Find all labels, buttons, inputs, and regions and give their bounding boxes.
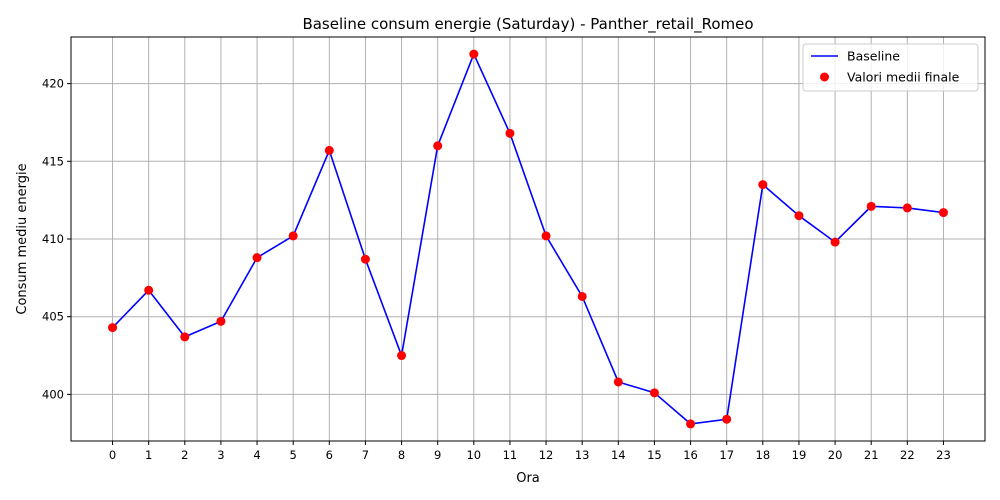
y-tick-label: 400: [42, 387, 64, 401]
x-axis-label: Ora: [516, 471, 540, 486]
series-points-layer: [108, 49, 948, 429]
x-tick-label: 20: [828, 448, 843, 462]
legend-scatter-swatch: [820, 72, 829, 82]
scatter-point: [686, 419, 696, 429]
chart-title: Baseline consum energie (Saturday) - Pan…: [302, 15, 753, 34]
scatter-point: [577, 291, 587, 301]
scatter-point: [288, 231, 298, 241]
scatter-point: [794, 211, 804, 221]
scatter-point: [216, 316, 226, 326]
scatter-point: [324, 145, 334, 155]
scatter-point: [469, 49, 479, 59]
x-tick-label: 15: [647, 448, 662, 462]
x-tick-label: 14: [611, 448, 626, 462]
legend-box: [802, 43, 979, 92]
y-axis-ticks: 400 405 410 415 420: [42, 77, 71, 401]
y-tick-label: 410: [42, 232, 64, 246]
x-tick-label: 5: [290, 448, 297, 462]
x-tick-label: 7: [362, 448, 369, 462]
x-tick-label: 12: [539, 448, 554, 462]
x-tick-label: 0: [109, 448, 116, 462]
x-tick-label: 3: [217, 448, 224, 462]
x-tick-label: 4: [253, 448, 260, 462]
x-tick-label: 2: [181, 448, 188, 462]
y-tick-label: 415: [42, 154, 64, 168]
scatter-point: [649, 388, 659, 398]
x-tick-label: 10: [466, 448, 481, 462]
scatter-point: [938, 208, 948, 218]
x-tick-label: 11: [503, 448, 518, 462]
scatter-point: [505, 128, 515, 138]
scatter-point: [144, 285, 154, 295]
scatter-point: [108, 323, 118, 333]
scatter-point: [180, 332, 190, 342]
scatter-point: [433, 141, 443, 151]
scatter-point: [541, 231, 551, 241]
series-line-layer: [111, 52, 944, 425]
x-axis-ticks: 0 1 2 3 4 5 6 7 8 9 10 11 12 13 14 15 16 17 18 19 20 21 22 23: [109, 441, 951, 462]
legend-label-baseline: Baseline: [847, 49, 900, 64]
y-axis-label: Consum mediu energie: [15, 163, 30, 314]
x-tick-label: 1: [145, 448, 152, 462]
y-tick-label: 420: [42, 77, 64, 91]
scatter-point: [252, 253, 262, 263]
legend: Baseline Valori medii finale: [802, 43, 979, 92]
scatter-point: [613, 377, 623, 387]
series-line-baseline: [111, 52, 944, 425]
x-tick-label: 17: [719, 448, 734, 462]
grid: [71, 37, 985, 441]
x-tick-label: 6: [326, 448, 333, 462]
legend-label-valori: Valori medii finale: [847, 70, 960, 85]
x-tick-label: 8: [398, 448, 405, 462]
scatter-point: [397, 351, 407, 361]
scatter-point: [360, 254, 370, 264]
y-tick-label: 405: [42, 310, 64, 324]
x-tick-label: 16: [683, 448, 698, 462]
x-tick-label: 9: [434, 448, 441, 462]
x-tick-label: 23: [936, 448, 951, 462]
scatter-point: [830, 237, 840, 247]
scatter-point: [866, 201, 876, 211]
x-tick-label: 21: [864, 448, 879, 462]
scatter-point: [722, 414, 732, 424]
x-tick-label: 22: [900, 448, 915, 462]
x-tick-label: 18: [756, 448, 771, 462]
scatter-point: [902, 203, 912, 213]
x-tick-label: 19: [792, 448, 807, 462]
scatter-point: [758, 180, 768, 190]
x-tick-label: 13: [575, 448, 590, 462]
